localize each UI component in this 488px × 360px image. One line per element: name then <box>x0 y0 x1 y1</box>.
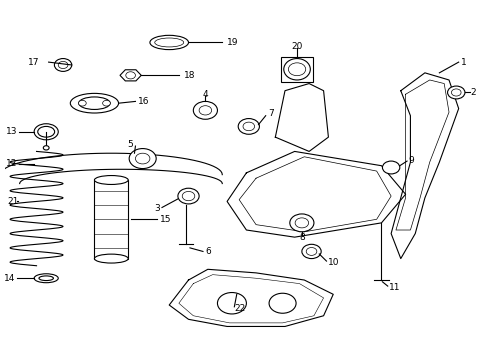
Text: 1: 1 <box>460 58 466 67</box>
Text: 15: 15 <box>159 215 171 224</box>
Ellipse shape <box>150 35 188 50</box>
Text: 22: 22 <box>234 304 245 313</box>
Ellipse shape <box>94 254 128 263</box>
Ellipse shape <box>283 59 310 80</box>
Circle shape <box>79 100 86 106</box>
Text: 4: 4 <box>202 90 208 99</box>
Circle shape <box>217 293 246 314</box>
Circle shape <box>289 214 313 232</box>
Text: 17: 17 <box>27 58 39 67</box>
Circle shape <box>182 192 194 201</box>
Circle shape <box>125 72 135 79</box>
Text: 5: 5 <box>127 140 133 149</box>
Ellipse shape <box>39 276 53 280</box>
Circle shape <box>450 89 460 96</box>
Text: 12: 12 <box>6 159 17 168</box>
Text: 16: 16 <box>138 97 149 106</box>
Circle shape <box>178 188 199 204</box>
Ellipse shape <box>154 38 183 47</box>
Ellipse shape <box>34 124 58 140</box>
Text: 13: 13 <box>6 127 17 136</box>
Bar <box>94 180 128 258</box>
Ellipse shape <box>34 274 58 283</box>
Text: 19: 19 <box>226 38 238 47</box>
FancyBboxPatch shape <box>281 57 312 82</box>
Circle shape <box>243 122 254 131</box>
Text: 2: 2 <box>470 88 475 97</box>
Text: 7: 7 <box>267 109 273 118</box>
Circle shape <box>288 63 305 76</box>
Ellipse shape <box>38 126 55 137</box>
Text: 10: 10 <box>328 258 339 267</box>
Circle shape <box>199 106 211 115</box>
Text: 18: 18 <box>183 71 195 80</box>
Text: 21: 21 <box>8 197 19 206</box>
Circle shape <box>305 248 316 255</box>
Text: 6: 6 <box>205 247 211 256</box>
Circle shape <box>301 244 321 258</box>
Circle shape <box>268 293 295 313</box>
Ellipse shape <box>79 97 110 109</box>
Text: 11: 11 <box>388 283 399 292</box>
Circle shape <box>43 146 49 150</box>
Text: 20: 20 <box>291 41 302 50</box>
Circle shape <box>295 218 308 228</box>
Ellipse shape <box>94 176 128 184</box>
Circle shape <box>382 161 399 174</box>
Circle shape <box>135 153 150 164</box>
Circle shape <box>238 118 259 134</box>
Circle shape <box>193 102 217 119</box>
Text: 14: 14 <box>3 274 15 283</box>
Text: 8: 8 <box>298 233 304 242</box>
Text: 3: 3 <box>154 204 159 213</box>
Ellipse shape <box>70 93 118 113</box>
Circle shape <box>447 86 464 99</box>
Circle shape <box>102 100 110 106</box>
Circle shape <box>129 149 156 168</box>
Circle shape <box>54 59 72 71</box>
Text: 9: 9 <box>407 156 413 165</box>
Circle shape <box>58 62 68 68</box>
Polygon shape <box>120 70 141 81</box>
